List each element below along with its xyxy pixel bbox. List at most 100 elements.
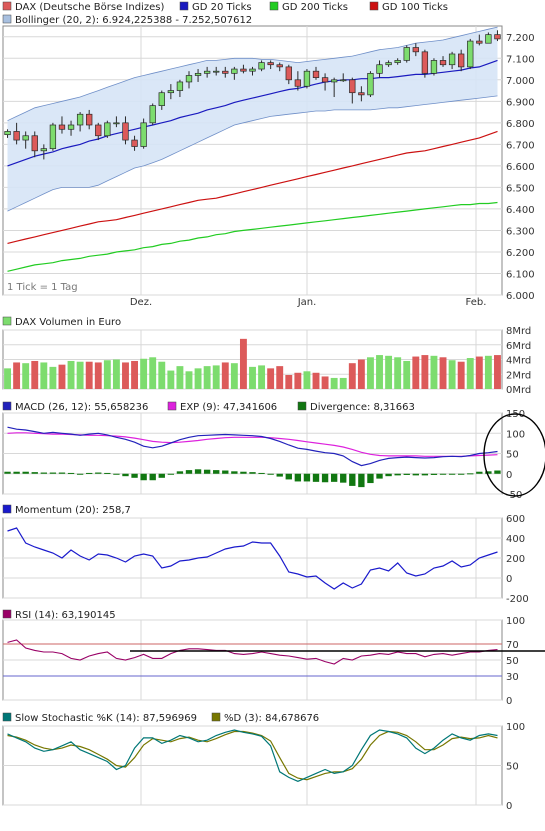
- divergence-bar: [22, 471, 29, 474]
- candle-body: [448, 53, 456, 66]
- volume-bar: [140, 358, 148, 389]
- price-tick-label: 7.100: [506, 54, 535, 65]
- volume-bar: [276, 366, 284, 389]
- volume-bar: [430, 355, 438, 389]
- volume-bar: [339, 377, 347, 389]
- candle-body: [67, 124, 75, 130]
- candle-body: [458, 53, 465, 68]
- volume-bar: [94, 362, 102, 389]
- candle-body: [249, 68, 256, 72]
- momentum-tick-label: 200: [506, 554, 525, 565]
- candle-body: [49, 124, 57, 150]
- volume-bar: [230, 363, 238, 389]
- momentum-tick-label: 400: [506, 534, 525, 545]
- macd-line: [7, 426, 498, 467]
- macd-legend-swatch-0: [2, 401, 12, 411]
- volume-bar: [13, 362, 21, 389]
- macd-legend-label-1: EXP (9): 47,341606: [180, 402, 277, 413]
- divergence-bar: [494, 470, 501, 474]
- divergence-bar: [457, 473, 465, 475]
- candle-body: [485, 34, 492, 44]
- volume-bar: [31, 360, 39, 389]
- divergence-bar: [140, 473, 147, 481]
- price-legend-label-3: GD 100 Ticks: [382, 2, 448, 13]
- volume-bar: [185, 371, 193, 389]
- divergence-bar: [86, 472, 93, 474]
- divergence-bar: [385, 473, 392, 477]
- rsi-legend-label-0: RSI (14): 63,190145: [15, 610, 116, 621]
- divergence-bar: [267, 473, 274, 475]
- price-legend-label-0: DAX (Deutsche Börse Indizes): [15, 2, 164, 13]
- divergence-bar: [122, 473, 129, 477]
- macd-legend-swatch-1: [167, 401, 177, 411]
- rsi-line: [7, 639, 498, 665]
- candle-body: [376, 64, 383, 74]
- momentum-tick-label: 0: [506, 574, 512, 585]
- candle-body: [330, 79, 338, 83]
- volume-bar: [103, 360, 111, 389]
- volume-bar: [58, 364, 66, 389]
- candle-body: [421, 51, 429, 74]
- volume-bar: [49, 366, 57, 389]
- rsi-legend-swatch-0: [2, 609, 12, 619]
- volume-bar: [194, 368, 202, 389]
- candle-body: [267, 62, 274, 66]
- divergence-bar: [240, 471, 247, 474]
- rsi-tick-label: 0: [506, 696, 512, 707]
- volume-bar: [131, 360, 139, 389]
- exp-line: [7, 432, 498, 457]
- momentum-tick-label: 600: [506, 514, 525, 525]
- macd-legend-swatch-2: [297, 401, 307, 411]
- divergence-bar: [222, 470, 229, 474]
- candle-body: [385, 62, 392, 66]
- volume-legend-swatch-0: [2, 316, 12, 326]
- volume-bar: [22, 363, 30, 389]
- volume-bar: [448, 360, 456, 389]
- stoch-legend-swatch-1: [211, 712, 221, 722]
- date-label-1: Jan.: [297, 297, 317, 308]
- volume-bar: [385, 355, 393, 389]
- gd100-line: [7, 130, 498, 244]
- candle-body: [476, 40, 483, 44]
- candle-body: [86, 113, 93, 126]
- price-tick-label: 6.700: [506, 140, 535, 151]
- candle-body: [340, 79, 347, 82]
- candle-body: [31, 135, 38, 152]
- divergence-bar: [312, 473, 320, 482]
- candle-body: [412, 47, 419, 53]
- price-legend-swatch-3: [369, 1, 379, 11]
- candle-body: [367, 72, 374, 96]
- rsi-tick-label: 50: [506, 656, 519, 667]
- divergence-bar: [276, 473, 283, 477]
- candle-body: [276, 64, 283, 68]
- candle-body: [185, 75, 193, 83]
- candle-body: [176, 81, 184, 91]
- divergence-bar: [330, 473, 338, 482]
- divergence-bar: [4, 471, 11, 474]
- candle-body: [131, 139, 138, 147]
- candle-body: [494, 34, 501, 40]
- candle-body: [149, 105, 156, 124]
- candle-body: [358, 92, 365, 96]
- divergence-bar: [358, 473, 365, 488]
- momentum-legend-swatch-0: [2, 504, 12, 514]
- divergence-bar: [430, 473, 438, 475]
- date-label-2: Feb.: [466, 297, 487, 308]
- divergence-bar: [131, 473, 138, 478]
- price-tick-label: 6.400: [506, 205, 535, 216]
- bollinger-upper-line: [7, 26, 498, 122]
- price-tick-label: 6.300: [506, 226, 535, 237]
- volume-bar: [457, 361, 465, 389]
- candle-body: [76, 113, 84, 126]
- volume-bar: [239, 338, 247, 389]
- bollinger-band: [7, 27, 498, 212]
- price-legend-swatch-2: [269, 1, 279, 11]
- rsi-tick-label: 100: [506, 616, 525, 627]
- momentum-line: [7, 527, 498, 590]
- divergence-bar: [367, 473, 374, 484]
- price-note: 1 Tick = 1 Tag: [7, 282, 78, 293]
- divergence-bar: [113, 473, 120, 475]
- divergence-bar: [321, 473, 329, 483]
- macd-tick-label: 100: [506, 429, 525, 440]
